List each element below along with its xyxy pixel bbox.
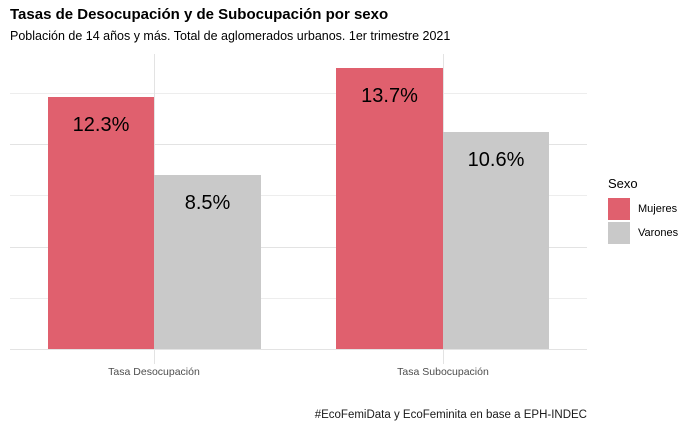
legend-item-mujeres: Mujeres — [608, 198, 700, 220]
x-axis-label-tasa-subocupacion: Tasa Subocupación — [397, 366, 489, 378]
chart-title: Tasas de Desocupación y de Subocupación … — [10, 6, 389, 23]
gridline-major — [10, 144, 587, 146]
legend-title: Sexo — [608, 176, 638, 191]
bar-mujeres-subocupacion — [336, 68, 443, 349]
legend: Sexo Mujeres Varones — [608, 176, 700, 246]
legend-label-varones: Varones — [638, 227, 679, 239]
chart-subtitle: Población de 14 años y más. Total de agl… — [10, 29, 451, 43]
x-axis-label-tasa-desocupacion: Tasa Desocupación — [108, 366, 200, 378]
bar-varones-desocupacion — [154, 174, 261, 349]
gridline-minor — [10, 297, 587, 299]
bar-value-label-varones-desocupacion: 8.5% — [184, 191, 231, 214]
plot-panel: 12.3% 13.7% 8.5% 10.6% — [10, 54, 587, 364]
bar-varones-subocupacion — [442, 131, 550, 349]
chart-caption: #EcoFemiData y EcoFeminita en base a EPH… — [314, 409, 587, 421]
legend-label-mujeres: Mujeres — [638, 203, 678, 215]
bar-value-label-mujeres-subocupacion: 13.7% — [361, 85, 418, 108]
gridline-minor — [10, 195, 587, 197]
gridline-major — [10, 246, 587, 248]
bar-value-label-mujeres-desocupacion: 12.3% — [72, 114, 130, 137]
legend-swatch-varones — [608, 222, 630, 244]
legend-swatch-mujeres — [608, 198, 630, 220]
bar-mujeres-desocupacion — [47, 97, 155, 349]
legend-item-varones: Varones — [608, 222, 700, 244]
bar-value-label-varones-subocupacion: 10.6% — [467, 148, 525, 171]
gridline-major — [10, 349, 587, 350]
gridline-minor — [10, 92, 587, 94]
